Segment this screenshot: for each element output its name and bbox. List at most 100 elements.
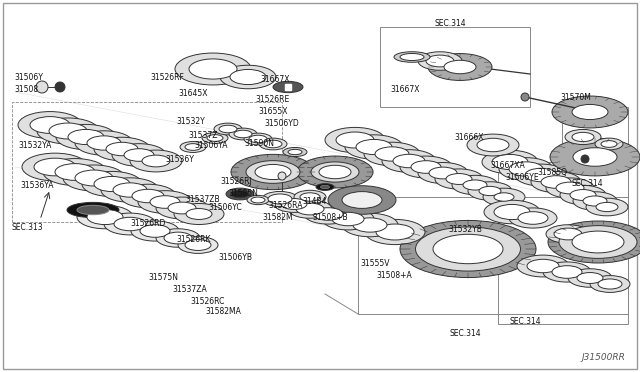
Text: 31506Y: 31506Y: [14, 73, 43, 81]
Ellipse shape: [251, 197, 265, 203]
Ellipse shape: [247, 195, 269, 205]
Ellipse shape: [168, 202, 196, 214]
Text: 31667XA: 31667XA: [490, 160, 525, 170]
Text: SEC.313: SEC.313: [12, 222, 44, 231]
Text: 31508+B: 31508+B: [312, 212, 348, 221]
Ellipse shape: [311, 162, 359, 182]
Ellipse shape: [67, 202, 119, 218]
Ellipse shape: [138, 191, 192, 213]
Ellipse shape: [244, 133, 272, 145]
Ellipse shape: [552, 96, 628, 128]
Ellipse shape: [494, 205, 530, 219]
Ellipse shape: [570, 190, 596, 201]
Ellipse shape: [482, 150, 538, 174]
Ellipse shape: [214, 123, 242, 135]
Text: 31532YA: 31532YA: [18, 141, 51, 150]
Text: 31526RF: 31526RF: [150, 73, 184, 81]
Ellipse shape: [75, 131, 133, 155]
Ellipse shape: [185, 240, 211, 250]
Ellipse shape: [499, 158, 553, 180]
Text: 31526RC: 31526RC: [190, 296, 225, 305]
Ellipse shape: [444, 60, 476, 74]
Ellipse shape: [517, 255, 569, 277]
Ellipse shape: [583, 196, 607, 206]
Ellipse shape: [325, 127, 385, 153]
Ellipse shape: [124, 149, 154, 161]
Ellipse shape: [345, 135, 403, 159]
Text: 31526RE: 31526RE: [255, 96, 289, 105]
Ellipse shape: [400, 54, 424, 61]
Text: 31536YA: 31536YA: [20, 182, 54, 190]
Ellipse shape: [573, 192, 617, 210]
Ellipse shape: [37, 118, 99, 144]
Ellipse shape: [411, 161, 441, 173]
Ellipse shape: [30, 116, 70, 134]
Text: 31506YA: 31506YA: [194, 141, 227, 151]
Ellipse shape: [572, 231, 624, 253]
Text: 31506YC: 31506YC: [208, 203, 242, 212]
Ellipse shape: [207, 135, 223, 141]
Ellipse shape: [446, 174, 472, 185]
Ellipse shape: [283, 147, 307, 157]
Ellipse shape: [590, 276, 630, 292]
Text: 31506YB: 31506YB: [218, 253, 252, 262]
Ellipse shape: [342, 192, 382, 208]
Text: 31645X: 31645X: [178, 90, 207, 99]
Ellipse shape: [175, 53, 251, 85]
Ellipse shape: [132, 189, 164, 203]
Ellipse shape: [572, 132, 594, 142]
Ellipse shape: [94, 137, 150, 161]
Ellipse shape: [559, 226, 637, 259]
Ellipse shape: [321, 185, 330, 189]
Text: 31537Z: 31537Z: [188, 131, 218, 140]
Ellipse shape: [435, 169, 483, 189]
Ellipse shape: [82, 171, 142, 196]
Ellipse shape: [186, 209, 212, 219]
Ellipse shape: [577, 273, 603, 283]
Text: 31506YD: 31506YD: [264, 119, 299, 128]
Ellipse shape: [174, 203, 224, 224]
Circle shape: [55, 82, 65, 92]
Ellipse shape: [112, 144, 166, 166]
Ellipse shape: [231, 154, 315, 190]
Text: 314B4: 314B4: [302, 198, 326, 206]
Ellipse shape: [300, 193, 320, 201]
Ellipse shape: [273, 81, 303, 93]
Ellipse shape: [509, 162, 543, 176]
Text: 31575N: 31575N: [148, 273, 178, 282]
Text: J31500RR: J31500RR: [581, 353, 625, 362]
Ellipse shape: [418, 52, 462, 70]
Ellipse shape: [63, 165, 125, 191]
Ellipse shape: [274, 196, 314, 212]
Ellipse shape: [342, 213, 398, 237]
Circle shape: [521, 93, 529, 101]
Ellipse shape: [140, 225, 170, 237]
Text: 31667X: 31667X: [390, 86, 419, 94]
Ellipse shape: [484, 200, 540, 224]
Ellipse shape: [150, 196, 180, 208]
Text: SEC.314: SEC.314: [510, 317, 541, 327]
Ellipse shape: [87, 209, 123, 225]
Ellipse shape: [313, 208, 343, 220]
Ellipse shape: [525, 168, 557, 182]
Ellipse shape: [316, 184, 334, 190]
Ellipse shape: [467, 134, 519, 156]
Ellipse shape: [262, 192, 298, 206]
Ellipse shape: [468, 182, 512, 200]
Ellipse shape: [418, 163, 468, 183]
Ellipse shape: [296, 203, 324, 215]
Ellipse shape: [433, 234, 503, 264]
Text: 31532YB: 31532YB: [448, 224, 482, 234]
Ellipse shape: [120, 184, 176, 208]
Ellipse shape: [573, 148, 617, 166]
Ellipse shape: [393, 154, 425, 168]
Ellipse shape: [492, 154, 528, 170]
Ellipse shape: [55, 164, 95, 180]
Ellipse shape: [560, 185, 606, 205]
Ellipse shape: [101, 178, 159, 202]
Ellipse shape: [429, 167, 457, 179]
Ellipse shape: [230, 70, 266, 84]
Ellipse shape: [231, 190, 249, 198]
Ellipse shape: [189, 59, 237, 79]
Text: 31582MA: 31582MA: [205, 308, 241, 317]
